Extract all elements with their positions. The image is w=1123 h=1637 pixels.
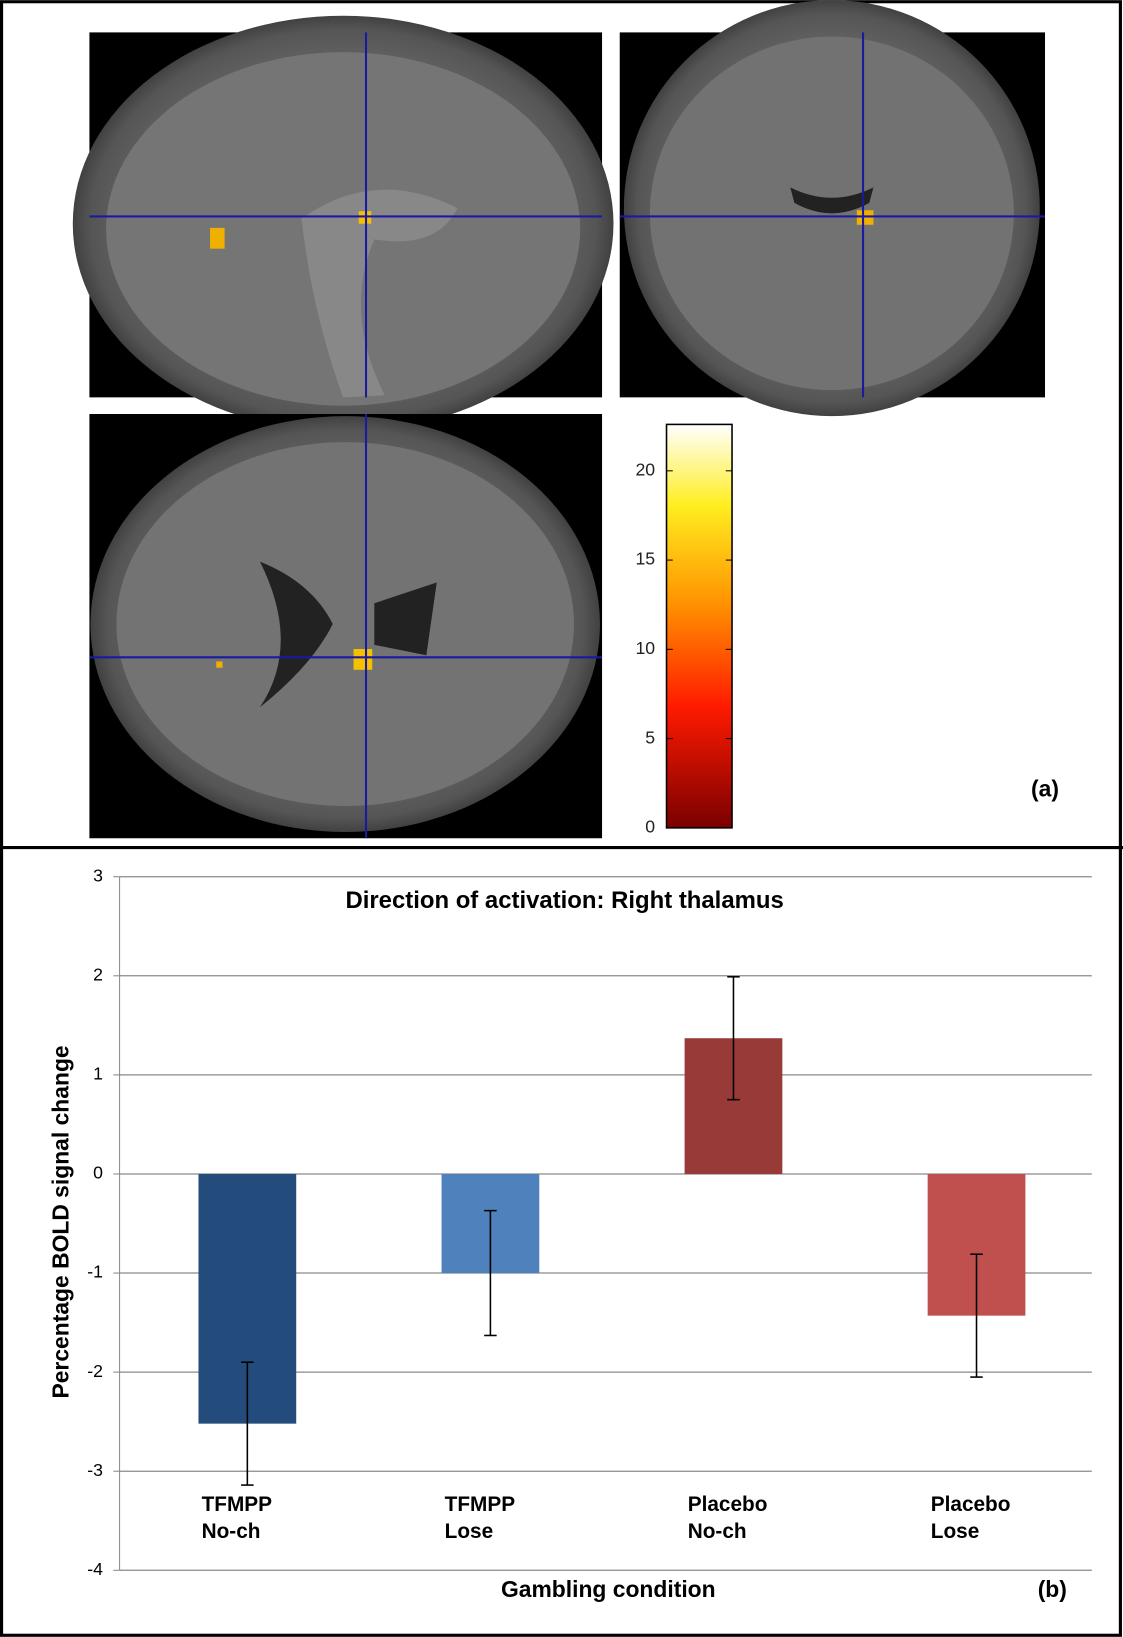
colorbar-tick-label: 15 (635, 549, 655, 569)
y-tick-label: -3 (87, 1460, 103, 1480)
colorbar-tick-label: 20 (635, 459, 655, 479)
y-tick-label: -4 (87, 1559, 103, 1579)
sagittal-slice (73, 16, 614, 432)
colorbar-tick-label: 0 (645, 817, 655, 837)
chart-title: Direction of activation: Right thalamus (345, 887, 783, 914)
panel-label: (a) (1031, 775, 1059, 801)
y-tick-label: 0 (93, 1163, 103, 1183)
x-axis-title: Gambling condition (501, 1576, 716, 1602)
coronal-slice (620, 0, 1045, 416)
y-tick-label: 1 (93, 1064, 103, 1084)
axial-slice (89, 414, 602, 838)
colorbar-tick-label: 5 (645, 727, 655, 747)
y-tick-label: 2 (93, 964, 103, 984)
panel-label: (b) (1038, 1576, 1067, 1602)
page: (a) Direction of activation: Right thala… (0, 0, 1123, 1637)
colorbar (667, 424, 733, 827)
y-tick-label: -2 (87, 1361, 103, 1381)
figure: (a) Direction of activation: Right thala… (0, 0, 1123, 1637)
colorbar-tick-label: 10 (635, 638, 655, 658)
y-axis-title: Percentage BOLD signal change (47, 1045, 73, 1398)
y-tick-label: 3 (93, 865, 103, 885)
y-tick-label: -1 (87, 1262, 103, 1282)
